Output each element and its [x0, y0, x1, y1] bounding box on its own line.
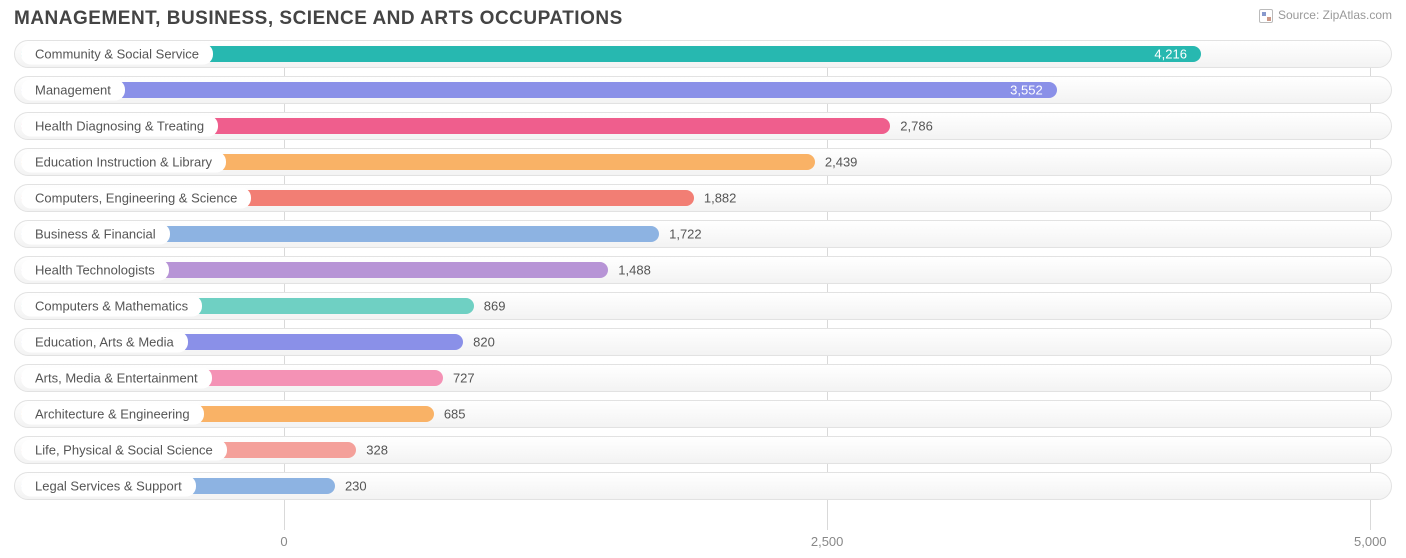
category-label: Education, Arts & Media: [21, 332, 188, 353]
category-label: Arts, Media & Entertainment: [21, 368, 212, 389]
bar-track: Health Diagnosing & Treating 2,786: [14, 112, 1392, 140]
bar: [21, 82, 1057, 98]
category-label: Computers, Engineering & Science: [21, 188, 251, 209]
bar-track: Community & Social Service 4,216: [14, 40, 1392, 68]
category-label: Management: [21, 80, 125, 101]
value-label: 1,882: [704, 191, 737, 206]
source-attribution: Source: ZipAtlas.com: [1259, 8, 1392, 23]
category-label: Health Diagnosing & Treating: [21, 116, 218, 137]
bar-track: Education, Arts & Media 820: [14, 328, 1392, 356]
category-label: Architecture & Engineering: [21, 404, 204, 425]
bar-track: Life, Physical & Social Science 328: [14, 436, 1392, 464]
bar-track: Management 3,552: [14, 76, 1392, 104]
category-label: Community & Social Service: [21, 44, 213, 65]
value-label: 727: [453, 371, 475, 386]
bar-track: Arts, Media & Entertainment 727: [14, 364, 1392, 392]
value-label: 4,216: [1154, 47, 1187, 62]
source-name: ZipAtlas.com: [1323, 8, 1392, 22]
bar-track: Architecture & Engineering 685: [14, 400, 1392, 428]
chart-plot-area: Community & Social Service 4,216 Managemen…: [14, 40, 1392, 530]
source-prefix: Source:: [1278, 8, 1319, 22]
bar-track: Education Instruction & Library 2,439: [14, 148, 1392, 176]
x-tick-label: 5,000: [1354, 534, 1387, 549]
value-label: 2,786: [900, 119, 933, 134]
value-label: 2,439: [825, 155, 858, 170]
bar-track: Business & Financial 1,722: [14, 220, 1392, 248]
category-label: Life, Physical & Social Science: [21, 440, 227, 461]
category-label: Education Instruction & Library: [21, 152, 226, 173]
value-label: 820: [473, 335, 495, 350]
category-label: Health Technologists: [21, 260, 169, 281]
chart-title: MANAGEMENT, BUSINESS, SCIENCE AND ARTS O…: [14, 8, 623, 30]
x-tick-label: 2,500: [811, 534, 844, 549]
category-label: Business & Financial: [21, 224, 170, 245]
value-label: 1,488: [618, 263, 651, 278]
value-label: 685: [444, 407, 466, 422]
category-label: Computers & Mathematics: [21, 296, 202, 317]
x-tick-label: 0: [280, 534, 287, 549]
value-label: 1,722: [669, 227, 702, 242]
value-label: 3,552: [1010, 83, 1043, 98]
value-label: 869: [484, 299, 506, 314]
bar-track: Computers & Mathematics 869: [14, 292, 1392, 320]
value-label: 328: [366, 443, 388, 458]
bar-track: Computers, Engineering & Science 1,882: [14, 184, 1392, 212]
bar-track: Legal Services & Support 230: [14, 472, 1392, 500]
x-axis: 0 2,500 5,000: [14, 534, 1392, 552]
category-label: Legal Services & Support: [21, 476, 196, 497]
bar-track: Health Technologists 1,488: [14, 256, 1392, 284]
value-label: 230: [345, 479, 367, 494]
source-logo-icon: [1259, 9, 1273, 23]
